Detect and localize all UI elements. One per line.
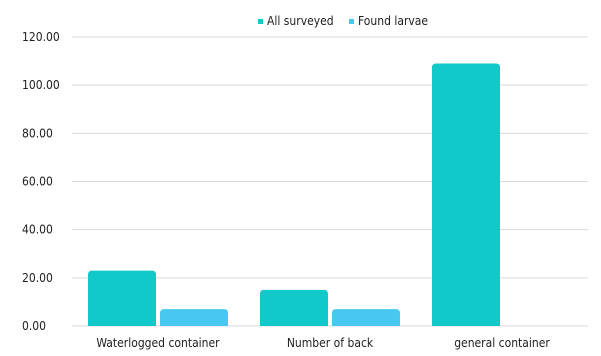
bar-found-larvae bbox=[332, 309, 400, 326]
y-tick-label: 0.00 bbox=[22, 319, 46, 333]
x-axis-category-labels: Waterlogged container Number of back gener… bbox=[96, 336, 550, 350]
bar-found-larvae bbox=[160, 309, 228, 326]
x-category-label: Waterlogged container bbox=[96, 336, 220, 350]
legend: All surveyed Found larvae bbox=[258, 14, 428, 28]
y-tick-label: 80.00 bbox=[22, 126, 53, 140]
gridlines bbox=[72, 36, 588, 327]
bar-all-surveyed bbox=[432, 63, 500, 326]
y-axis-tick-labels: 0.00 20.00 40.00 60.00 80.00 100.00 120.00 bbox=[22, 30, 60, 333]
x-category-label: general container bbox=[454, 336, 550, 350]
x-category-label: Number of back bbox=[287, 336, 374, 350]
y-tick-label: 120.00 bbox=[22, 30, 60, 44]
y-tick-label: 100.00 bbox=[22, 78, 60, 92]
bar-all-surveyed bbox=[88, 270, 156, 326]
legend-label: All surveyed bbox=[267, 14, 334, 28]
legend-label: Found larvae bbox=[358, 14, 428, 28]
y-tick-label: 40.00 bbox=[22, 223, 53, 237]
bars bbox=[88, 63, 500, 326]
legend-swatch bbox=[349, 19, 354, 24]
y-tick-label: 60.00 bbox=[22, 175, 53, 189]
bar-all-surveyed bbox=[260, 289, 328, 326]
legend-swatch bbox=[258, 19, 263, 24]
y-tick-label: 20.00 bbox=[22, 271, 53, 285]
